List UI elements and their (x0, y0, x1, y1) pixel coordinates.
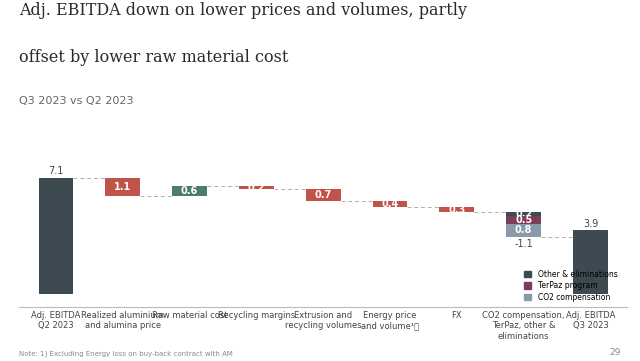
Text: 0.4: 0.4 (381, 199, 399, 209)
Text: Adj. EBITDA down on lower prices and volumes, partly: Adj. EBITDA down on lower prices and vol… (19, 2, 467, 19)
Text: 0.6: 0.6 (181, 186, 198, 196)
Bar (106, 178, 140, 196)
Bar (506, 212, 541, 216)
Bar (306, 190, 340, 201)
Text: 0.3: 0.3 (448, 205, 465, 215)
Text: 1.1: 1.1 (114, 182, 131, 192)
Text: offset by lower raw material cost: offset by lower raw material cost (19, 49, 289, 66)
Text: 7.1: 7.1 (48, 166, 63, 177)
Text: 0.2: 0.2 (515, 209, 532, 219)
Text: 0.2: 0.2 (248, 183, 265, 193)
Text: 29: 29 (609, 348, 621, 357)
Bar (372, 201, 408, 208)
Text: Note: 1) Excluding Energy loss on buy-back contract with AM: Note: 1) Excluding Energy loss on buy-ba… (19, 351, 233, 357)
Bar (239, 186, 274, 190)
Text: Q3 2023 vs Q2 2023: Q3 2023 vs Q2 2023 (19, 96, 134, 106)
Text: 0.7: 0.7 (315, 190, 332, 200)
Bar (172, 186, 207, 196)
Text: -1.1: -1.1 (515, 239, 533, 249)
Bar (506, 224, 541, 237)
Bar (440, 208, 474, 212)
Bar (38, 178, 74, 294)
Legend: Other & eliminations, TerPaz program, CO2 compensation: Other & eliminations, TerPaz program, CO… (524, 270, 618, 301)
Text: 0.8: 0.8 (515, 225, 532, 235)
Bar (506, 216, 541, 224)
Text: 0.5: 0.5 (515, 215, 532, 225)
Bar (573, 230, 608, 294)
Text: 3.9: 3.9 (583, 219, 598, 229)
